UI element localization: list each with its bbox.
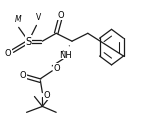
Text: O: O <box>58 11 64 20</box>
Text: N̂H: N̂H <box>59 50 71 59</box>
Text: M: M <box>14 15 21 24</box>
Text: O: O <box>44 90 51 99</box>
Text: O: O <box>54 64 60 73</box>
Text: V: V <box>36 13 41 22</box>
Text: O: O <box>4 48 11 57</box>
Text: S: S <box>26 37 32 47</box>
Text: O: O <box>19 71 26 80</box>
